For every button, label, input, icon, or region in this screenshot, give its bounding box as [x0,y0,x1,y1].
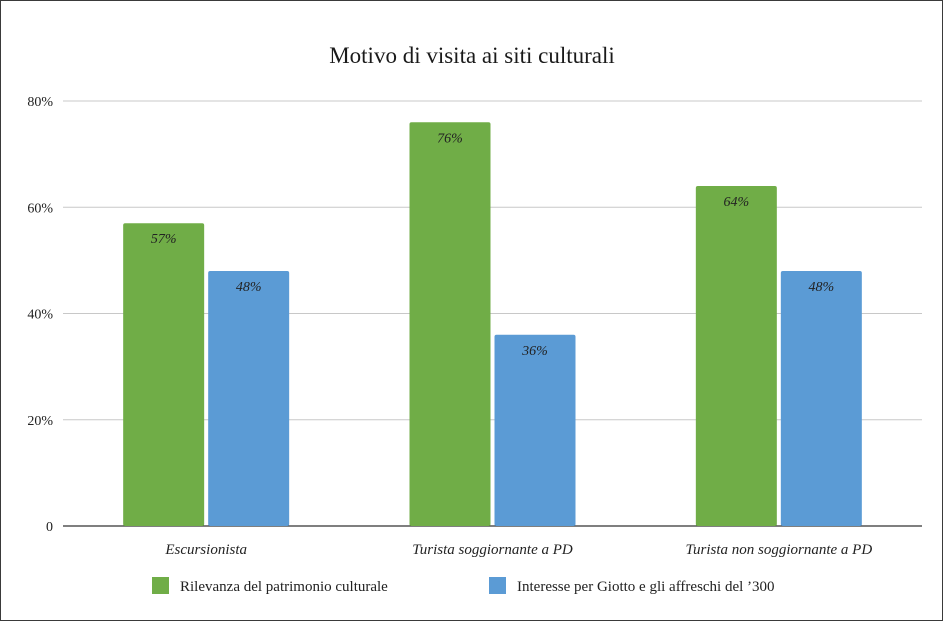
bar-rilevanza [695,186,777,526]
bar-interesse [494,334,576,526]
y-tick-label: 0 [46,520,53,535]
legend-label: Interesse per Giotto e gli affreschi del… [517,579,775,595]
legend: Rilevanza del patrimonio culturale Intere… [152,577,775,595]
y-tick-label: 60% [27,201,53,216]
y-tick-label: 80% [27,95,53,110]
y-axis-ticks: 0 20% 40% 60% 80% [27,95,53,535]
bars [123,122,862,526]
bar-rilevanza [123,223,205,526]
category-label: Escursionista [164,542,247,558]
data-label: 36% [521,344,548,359]
legend-swatch [152,577,169,594]
bar-interesse [780,271,862,526]
bar-rilevanza [409,122,491,526]
category-label: Turista soggiornante a PD [412,542,573,558]
data-label: 76% [437,131,463,146]
bar-interesse [208,271,290,526]
y-tick-label: 20% [27,414,53,429]
gridlines [63,100,922,527]
y-tick-label: 40% [27,308,53,323]
legend-label: Rilevanza del patrimonio culturale [180,579,388,595]
legend-swatch [489,577,506,594]
data-label: 57% [151,232,177,247]
data-labels: 57% 48% 76% 36% 64% 48% [151,131,834,359]
data-label: 48% [236,280,262,295]
chart-title: Motivo di visita ai siti culturali [329,43,615,68]
x-axis-categories: Escursionista Turista soggiornante a PD Tu… [164,542,872,558]
data-label: 48% [808,280,834,295]
data-label: 64% [723,195,749,210]
category-label: Turista non soggiornante a PD [685,542,872,558]
